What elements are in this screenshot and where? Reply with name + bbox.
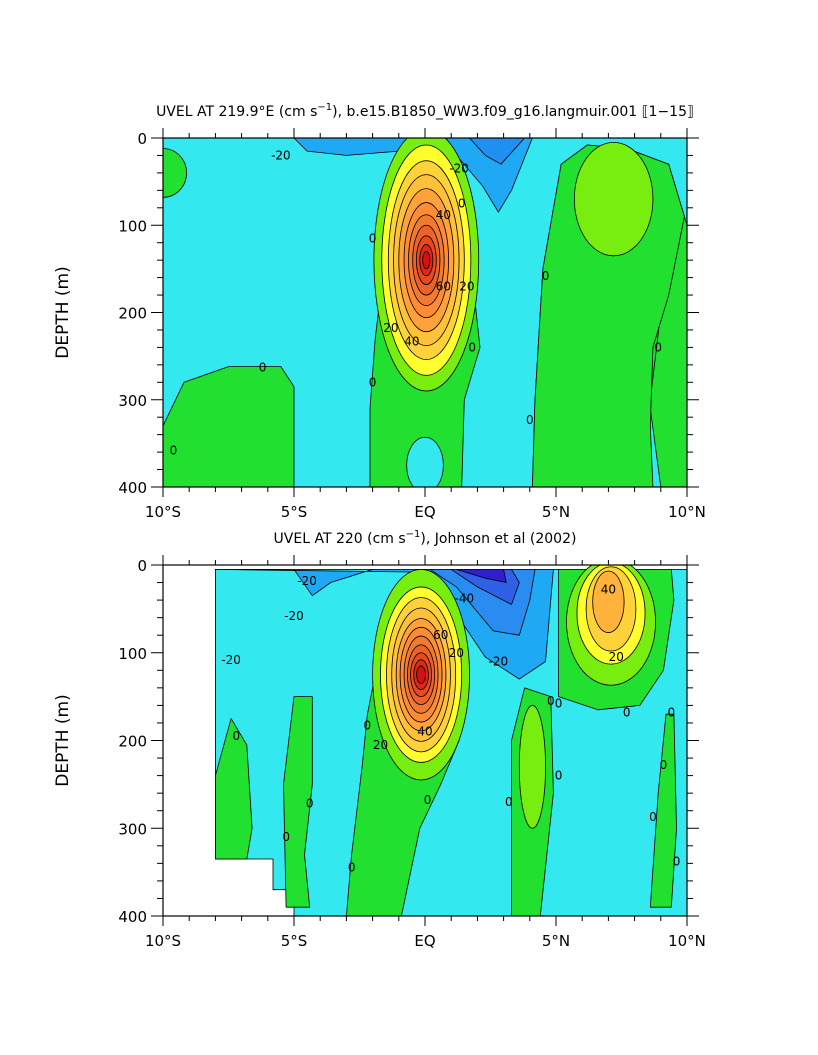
contour-label: 40: [436, 208, 451, 222]
green-blob-w: [163, 148, 187, 198]
x-tick-label: 10°S: [145, 503, 181, 521]
x-tick-label: 5°N: [542, 932, 570, 950]
contour-label: 0: [649, 810, 657, 824]
y-tick-label: 200: [118, 733, 147, 751]
contour-fill-1: [163, 138, 687, 487]
contour-label: 0: [660, 758, 668, 772]
contour-label: 0: [369, 231, 377, 245]
y-tick-label: 100: [118, 217, 147, 235]
chart-title-post: ), Johnson et al (2002): [420, 531, 576, 547]
contour-label: 0: [458, 196, 466, 210]
neg40-band-north: [469, 138, 525, 165]
contour-label: -20: [297, 574, 317, 588]
contour-label: 0: [282, 830, 290, 844]
x-tick-label: 10°S: [145, 932, 181, 950]
chart-title: UVEL AT 220 (cm s−1), Johnson et al (200…: [274, 529, 577, 547]
chart-title: UVEL AT 219.9°E (cm s−1), b.e15.B1850_WW…: [156, 102, 694, 120]
x-tick-label: EQ: [414, 932, 435, 950]
contour-label: 0: [505, 795, 513, 809]
y-axis-label: DEPTH (m): [53, 266, 73, 358]
contour-label: 0: [673, 855, 681, 869]
contour-label: 0: [233, 729, 241, 743]
contour-label: 0: [170, 443, 178, 457]
contour-label: 60: [433, 628, 448, 642]
y-tick-label: 0: [137, 130, 147, 148]
jet-core-contour-10: [416, 665, 426, 684]
contour-label: -20: [284, 609, 304, 623]
y-tick-label: 400: [118, 479, 147, 497]
y-tick-label: 400: [118, 908, 147, 926]
chart-title-pre: UVEL AT 220 (cm s: [274, 531, 406, 547]
contour-label: 40: [404, 334, 419, 348]
contour-label: 0: [654, 340, 662, 354]
y-tick-label: 100: [118, 645, 147, 663]
y-tick-label: 200: [118, 305, 147, 323]
y-tick-label: 300: [118, 392, 147, 410]
contour-label: 20: [373, 738, 388, 752]
green-column-w: [215, 718, 253, 860]
contour-label: 0: [369, 375, 377, 389]
chart-title-sup: −1: [317, 102, 332, 113]
x-tick-label: 5°S: [281, 503, 308, 521]
contour-label: 0: [364, 719, 372, 733]
contour-label: 20: [609, 650, 624, 664]
contour-fill-2: [163, 565, 687, 916]
contour-label: -20: [221, 653, 241, 667]
chart-title-post: ), b.e15.B1850_WW3.f09_g16.langmuir.001 …: [332, 104, 694, 120]
contour-label: 0: [555, 769, 563, 783]
pos50-ne: [592, 570, 625, 633]
contour-label: 0: [555, 697, 563, 711]
contour-label: 0: [259, 360, 267, 374]
light-green-blob-ne: [518, 705, 546, 829]
contour-label: 0: [526, 413, 534, 427]
green-column-sw: [283, 696, 313, 908]
chart-title-sup: −1: [406, 529, 421, 540]
x-tick-label: EQ: [414, 503, 435, 521]
contour-label: 40: [417, 725, 432, 739]
contour-label: 20: [383, 321, 398, 335]
y-tick-label: 0: [137, 557, 147, 575]
y-tick-label: 300: [118, 820, 147, 838]
contour-label: 40: [601, 583, 616, 597]
neg20-band-top: [293, 138, 439, 156]
cyan-pocket-bottom: [406, 436, 444, 487]
contour-label: 0: [542, 269, 550, 283]
y-axis-label: DEPTH (m): [53, 694, 73, 786]
contour-label: -40: [454, 591, 474, 605]
contour-label: 20: [459, 279, 474, 293]
contour-label: 0: [623, 705, 631, 719]
jet-core-contour-10: [422, 251, 431, 270]
contour-label: -20: [271, 148, 291, 162]
contour-label: 20: [449, 646, 464, 660]
x-tick-label: 5°N: [542, 503, 570, 521]
contour-label: 0: [348, 861, 356, 875]
contour-label: 0: [468, 340, 476, 354]
contour-label: -20: [449, 162, 469, 176]
green-column-e: [649, 713, 677, 908]
contour-label: -20: [489, 655, 509, 669]
contour-label: 0: [547, 694, 555, 708]
contour-label: 0: [424, 793, 432, 807]
x-tick-label: 10°N: [668, 932, 706, 950]
neg80-region-top: [456, 569, 507, 583]
contour-label: 0: [306, 797, 314, 811]
light-green-blob-e: [573, 141, 654, 257]
contour-label: 60: [436, 279, 451, 293]
chart-title-pre: UVEL AT 219.9°E (cm s: [156, 104, 317, 120]
x-tick-label: 5°S: [281, 932, 308, 950]
green-region-sw: [163, 366, 295, 487]
contour-label: 0: [667, 705, 675, 719]
x-tick-label: 10°N: [668, 503, 706, 521]
